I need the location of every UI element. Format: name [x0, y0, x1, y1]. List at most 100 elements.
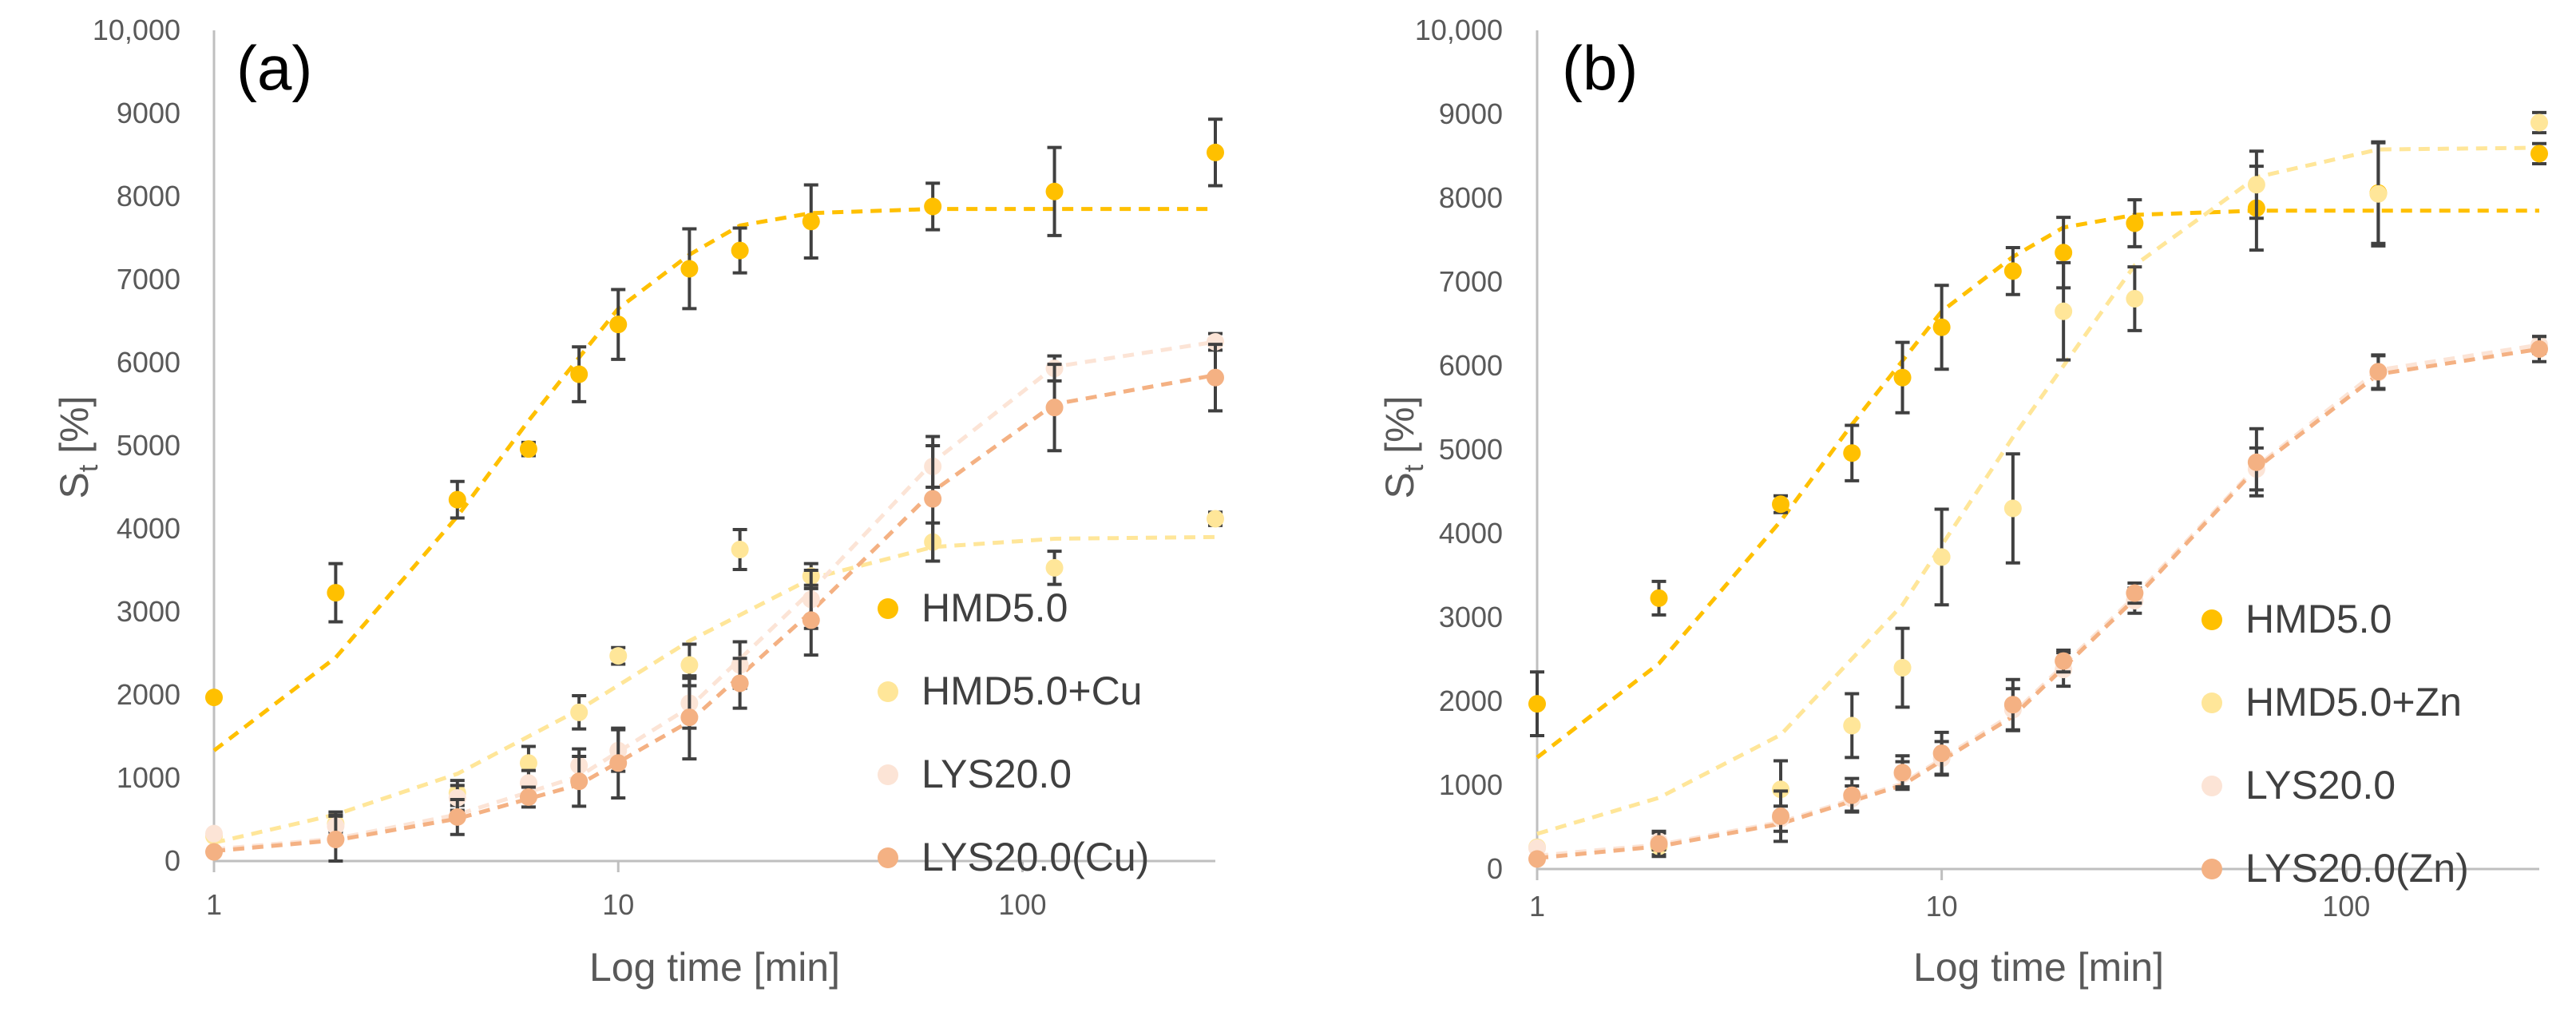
x-tick-label: 10: [1926, 890, 1958, 923]
y-tick-label: 2000: [1439, 685, 1503, 717]
data-point: [519, 788, 537, 806]
data-point: [609, 647, 628, 665]
data-point: [1207, 333, 1224, 351]
x-axis-title: Log time [min]: [1913, 945, 2164, 990]
legend-label: HMD5.0+Cu: [921, 669, 1143, 713]
data-point: [2003, 696, 2022, 714]
x-tick-label: 1: [206, 888, 222, 921]
data-point: [2247, 176, 2265, 194]
x-axis-title: Log time [min]: [589, 945, 840, 990]
data-point: [1045, 182, 1064, 200]
y-axis-title-main: S: [1377, 472, 1422, 498]
data-point: [731, 674, 749, 693]
y-tick-label: 8000: [1439, 181, 1503, 214]
data-point: [1843, 716, 1861, 735]
y-tick-label: 9000: [117, 97, 180, 129]
data-point: [448, 808, 466, 826]
chart-panel-b: 0 1000 2000 3000 4000 5000 6000 7000 8000 9000 10,…: [1377, 14, 2548, 990]
series-lys20-0-zn-: [1528, 335, 2548, 868]
data-point: [327, 584, 345, 602]
y-tick-label: 5000: [1439, 433, 1503, 466]
data-point: [680, 656, 699, 674]
legend-label: LYS20.0(Cu): [921, 835, 1149, 879]
y-tick-label: 4000: [1439, 517, 1503, 550]
data-point: [205, 843, 223, 861]
data-point: [205, 689, 223, 707]
series-hmd5-0: [1528, 141, 2548, 738]
data-point: [1893, 368, 1912, 387]
y-tick-label: 0: [1487, 852, 1503, 885]
data-point: [2369, 185, 2388, 203]
x-tick-label: 100: [2322, 890, 2370, 923]
legend-marker: [878, 764, 898, 785]
data-point: [731, 541, 749, 558]
data-point: [519, 754, 537, 772]
data-point: [519, 440, 537, 458]
data-point: [731, 241, 749, 260]
data-point: [680, 708, 699, 727]
y-tick-label: 7000: [117, 263, 180, 296]
data-point: [327, 830, 345, 848]
legend-label: HMD5.0+Zn: [2245, 680, 2462, 724]
y-tick-label: 10,000: [93, 14, 180, 46]
data-point: [205, 824, 223, 843]
data-point: [1893, 764, 1912, 782]
legend-marker: [878, 598, 898, 619]
y-tick-label: 1000: [1439, 768, 1503, 801]
data-point: [1772, 807, 1790, 825]
x-tick-label: 10: [602, 888, 634, 921]
legend-label: LYS20.0(Zn): [2245, 846, 2469, 891]
data-point: [1045, 399, 1064, 417]
panel-label: (b): [1562, 33, 1638, 103]
data-point: [1772, 495, 1790, 514]
data-point: [1207, 368, 1224, 387]
data-point: [2530, 145, 2548, 163]
data-point: [1207, 510, 1224, 528]
x-tick-label: 1: [1529, 890, 1545, 923]
data-point: [1932, 744, 1951, 763]
data-point: [570, 703, 589, 721]
data-point: [2126, 214, 2144, 232]
data-point: [1528, 850, 1546, 868]
data-point: [1932, 548, 1951, 566]
y-tick-label: 3000: [117, 595, 180, 628]
series-hmd5-0-zn: [1528, 110, 2548, 857]
legend-label: LYS20.0: [921, 752, 1072, 796]
data-point: [2003, 262, 2022, 280]
legend-marker: [2201, 776, 2222, 796]
data-point: [924, 197, 942, 216]
data-point: [1772, 780, 1790, 799]
legend-marker: [878, 847, 898, 868]
y-tick-label: 2000: [117, 678, 180, 711]
data-point: [680, 260, 699, 278]
fit-line-hmd5-0: [1536, 208, 2539, 760]
data-point: [1650, 589, 1668, 607]
data-point: [609, 316, 628, 334]
data-point: [2003, 499, 2022, 518]
y-tick-label: 1000: [117, 761, 180, 794]
legend-marker: [2201, 859, 2222, 879]
y-tick-label: 0: [164, 844, 180, 877]
data-point: [448, 788, 466, 807]
data-point: [1207, 143, 1224, 161]
data-point: [1932, 318, 1951, 336]
fit-line-hmd5-0-zn: [1536, 145, 2540, 836]
y-axis-title: St [%]: [52, 396, 104, 499]
data-point: [802, 212, 820, 231]
data-point: [609, 754, 628, 772]
data-point: [2126, 290, 2144, 308]
legend-marker: [2201, 609, 2222, 630]
legend-label: HMD5.0: [2245, 597, 2392, 641]
y-tick-label: 8000: [117, 180, 180, 212]
y-tick-label: 6000: [117, 346, 180, 379]
data-point: [2055, 652, 2073, 670]
data-point: [1045, 558, 1064, 577]
data-point: [570, 365, 589, 383]
y-tick-label: 7000: [1439, 265, 1503, 298]
y-tick-label: 5000: [117, 429, 180, 462]
data-point: [570, 772, 589, 791]
fit-line-hmd5-0-cu: [213, 534, 1216, 845]
y-axis-title-subscript: t: [1399, 464, 1429, 472]
data-point: [2530, 340, 2548, 358]
